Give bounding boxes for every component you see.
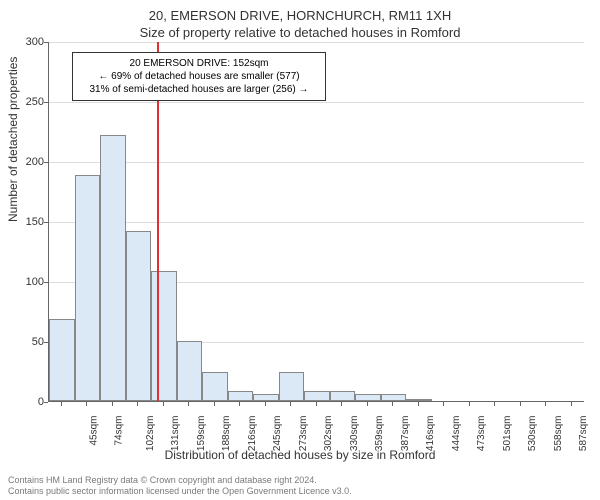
x-tick-mark bbox=[265, 402, 266, 406]
annotation-line3: 31% of semi-detached houses are larger (… bbox=[81, 83, 317, 96]
annotation-line2: ← 69% of detached houses are smaller (57… bbox=[81, 70, 317, 83]
x-tick-mark bbox=[316, 402, 317, 406]
x-tick-mark bbox=[392, 402, 393, 406]
y-axis-label: Number of detached properties bbox=[6, 57, 20, 222]
x-tick-label: 558sqm bbox=[553, 416, 564, 452]
x-tick-label: 530sqm bbox=[527, 416, 538, 452]
grid-line bbox=[49, 222, 584, 223]
footer-line1: Contains HM Land Registry data © Crown c… bbox=[8, 475, 352, 487]
x-tick-label: 330sqm bbox=[349, 416, 360, 452]
x-tick-label: 387sqm bbox=[400, 416, 411, 452]
x-tick-mark bbox=[418, 402, 419, 406]
y-tick-mark bbox=[44, 282, 48, 283]
annotation-box: 20 EMERSON DRIVE: 152sqm ← 69% of detach… bbox=[72, 52, 326, 101]
x-tick-label: 45sqm bbox=[88, 416, 99, 446]
y-tick-label: 250 bbox=[26, 96, 44, 108]
x-tick-mark bbox=[367, 402, 368, 406]
histogram-bar bbox=[49, 319, 75, 401]
histogram-bar bbox=[228, 391, 254, 401]
grid-line bbox=[49, 102, 584, 103]
x-tick-mark bbox=[341, 402, 342, 406]
x-tick-label: 273sqm bbox=[298, 416, 309, 452]
footer-line2: Contains public sector information licen… bbox=[8, 486, 352, 498]
x-tick-mark bbox=[469, 402, 470, 406]
x-tick-mark bbox=[112, 402, 113, 406]
y-tick-label: 200 bbox=[26, 156, 44, 168]
annotation-line1: 20 EMERSON DRIVE: 152sqm bbox=[81, 57, 317, 70]
x-tick-mark bbox=[239, 402, 240, 406]
chart-title-sub: Size of property relative to detached ho… bbox=[0, 23, 600, 40]
x-tick-label: 501sqm bbox=[502, 416, 513, 452]
x-tick-label: 131sqm bbox=[170, 416, 181, 452]
grid-line bbox=[49, 162, 584, 163]
histogram-bar bbox=[75, 175, 101, 401]
histogram-bar bbox=[330, 391, 356, 401]
x-tick-mark bbox=[86, 402, 87, 406]
y-tick-mark bbox=[44, 342, 48, 343]
histogram-bar bbox=[304, 391, 330, 401]
x-tick-label: 587sqm bbox=[578, 416, 589, 452]
histogram-bar bbox=[253, 394, 279, 401]
y-tick-label: 300 bbox=[26, 36, 44, 48]
x-tick-label: 359sqm bbox=[374, 416, 385, 452]
x-tick-mark bbox=[494, 402, 495, 406]
x-tick-mark bbox=[545, 402, 546, 406]
histogram-bar bbox=[177, 341, 203, 401]
x-tick-mark bbox=[61, 402, 62, 406]
y-tick-label: 150 bbox=[26, 216, 44, 228]
y-tick-mark bbox=[44, 222, 48, 223]
histogram-bar bbox=[126, 231, 152, 401]
x-tick-mark bbox=[188, 402, 189, 406]
x-tick-mark bbox=[443, 402, 444, 406]
x-tick-mark bbox=[290, 402, 291, 406]
chart-title-main: 20, EMERSON DRIVE, HORNCHURCH, RM11 1XH bbox=[0, 0, 600, 23]
histogram-bar bbox=[100, 135, 126, 401]
histogram-bar bbox=[151, 271, 177, 401]
x-tick-label: 102sqm bbox=[145, 416, 156, 452]
histogram-bar bbox=[202, 372, 228, 401]
y-tick-mark bbox=[44, 42, 48, 43]
x-tick-label: 188sqm bbox=[221, 416, 232, 452]
y-tick-label: 50 bbox=[32, 336, 44, 348]
y-tick-mark bbox=[44, 162, 48, 163]
chart-container: 20, EMERSON DRIVE, HORNCHURCH, RM11 1XH … bbox=[0, 0, 600, 500]
histogram-bar bbox=[355, 394, 381, 401]
x-tick-mark bbox=[571, 402, 572, 406]
footer-attribution: Contains HM Land Registry data © Crown c… bbox=[8, 475, 352, 498]
y-tick-mark bbox=[44, 102, 48, 103]
x-tick-mark bbox=[520, 402, 521, 406]
histogram-bar bbox=[381, 394, 407, 401]
x-tick-mark bbox=[214, 402, 215, 406]
histogram-bar bbox=[279, 372, 305, 401]
x-tick-mark bbox=[137, 402, 138, 406]
y-tick-mark bbox=[44, 402, 48, 403]
histogram-bar bbox=[406, 399, 432, 401]
x-tick-label: 159sqm bbox=[196, 416, 207, 452]
x-tick-label: 302sqm bbox=[323, 416, 334, 452]
x-tick-mark bbox=[163, 402, 164, 406]
x-tick-label: 216sqm bbox=[247, 416, 258, 452]
grid-line bbox=[49, 42, 584, 43]
x-tick-label: 473sqm bbox=[476, 416, 487, 452]
y-tick-label: 100 bbox=[26, 276, 44, 288]
x-tick-label: 444sqm bbox=[451, 416, 462, 452]
x-tick-label: 74sqm bbox=[114, 416, 125, 446]
x-tick-label: 245sqm bbox=[272, 416, 283, 452]
x-tick-label: 416sqm bbox=[425, 416, 436, 452]
